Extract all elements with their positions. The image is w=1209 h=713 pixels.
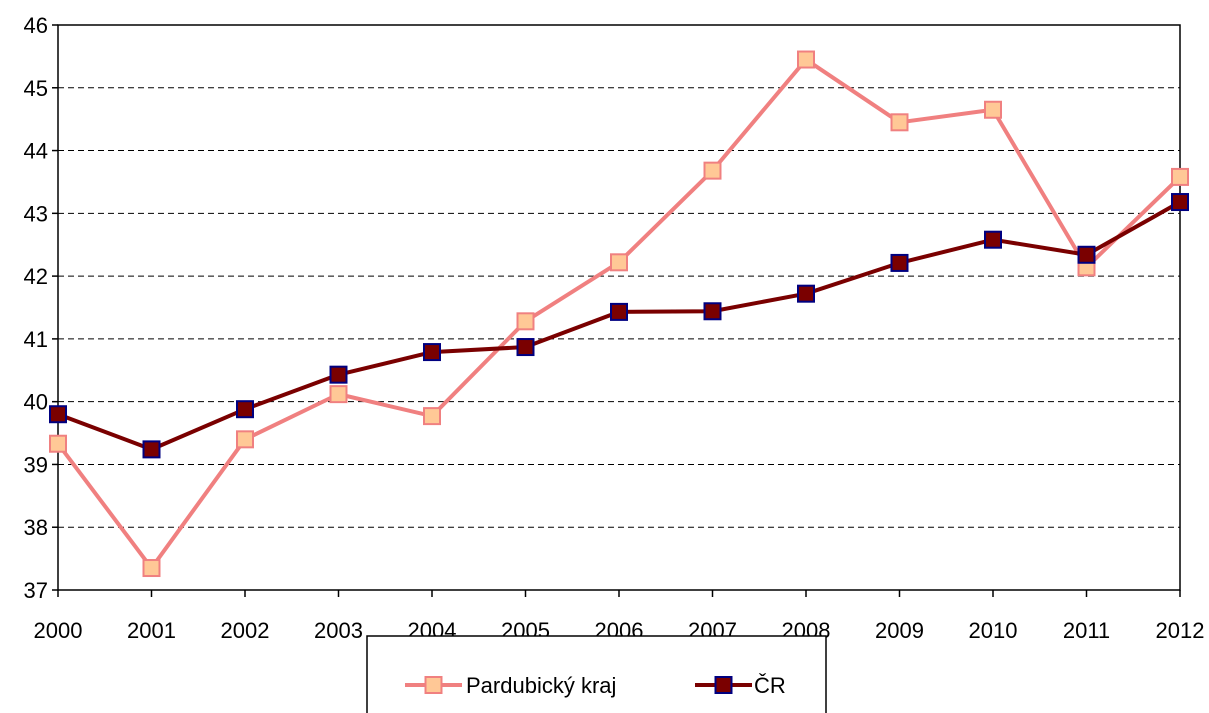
data-point-marker: [236, 400, 254, 419]
x-axis: 2000 2001 2002 2003 2004 2005 2006 2007 2008 2009…: [34, 590, 1205, 643]
data-point-marker: [984, 100, 1002, 119]
data-point-marker: [1171, 167, 1189, 186]
y-tick-label: 42: [24, 264, 48, 289]
y-axis: 37 38 39 40 41 42 43 44 45 46: [24, 13, 58, 603]
x-tick-label: 2002: [221, 618, 270, 643]
data-point-marker: [49, 434, 67, 453]
data-point-marker: [423, 343, 441, 362]
data-point-marker: [329, 385, 348, 404]
data-point-marker: [610, 302, 628, 321]
x-tick-label: 2011: [1063, 618, 1110, 643]
legend-label: Pardubický kraj: [466, 673, 616, 698]
y-tick-label: 43: [24, 201, 48, 226]
data-point-marker: [703, 302, 722, 321]
x-tick-label: 2009: [875, 618, 924, 643]
data-point-marker: [329, 365, 348, 384]
data-point-marker: [890, 253, 909, 272]
series-1: [49, 50, 1189, 578]
data-point-marker: [142, 559, 161, 578]
y-tick-label: 39: [24, 452, 48, 477]
legend-swatch-marker: [424, 676, 443, 694]
y-tick-label: 45: [24, 76, 48, 101]
legend-box: [366, 635, 827, 713]
data-point-marker: [797, 50, 815, 69]
data-point-marker: [1077, 245, 1096, 264]
series-line: [57, 200, 1181, 452]
x-tick-label: 2000: [34, 618, 83, 643]
legend-item-1: Pardubický kraj: [405, 673, 616, 698]
data-point-marker: [703, 161, 722, 180]
x-tick-label: 2010: [969, 618, 1018, 643]
legend-swatch-marker: [714, 676, 733, 694]
data-point-marker: [49, 405, 67, 424]
gridlines: [58, 87, 1180, 528]
y-tick-label: 40: [24, 390, 48, 415]
data-point-marker: [984, 230, 1002, 249]
data-point-marker: [423, 407, 441, 426]
y-tick-label: 46: [24, 13, 48, 38]
legend-item-2: ČR: [695, 673, 786, 698]
data-point-marker: [610, 253, 628, 272]
x-tick-label: 2012: [1156, 618, 1205, 643]
y-tick-label: 44: [24, 139, 48, 164]
data-point-marker: [516, 338, 535, 357]
series-2: [49, 193, 1189, 459]
x-tick-label: 2001: [127, 618, 176, 643]
data-point-marker: [236, 430, 254, 449]
legend: Pardubický kraj ČR: [366, 635, 827, 713]
legend-label: ČR: [754, 673, 786, 698]
y-tick-label: 37: [24, 578, 48, 603]
data-point-marker: [890, 113, 909, 132]
y-tick-label: 38: [24, 515, 48, 540]
data-point-marker: [516, 312, 535, 331]
data-point-marker: [142, 440, 161, 459]
data-point-marker: [1171, 193, 1189, 212]
y-tick-label: 41: [24, 327, 48, 352]
x-tick-label: 2003: [314, 618, 363, 643]
series-layer: [49, 50, 1189, 578]
data-point-marker: [797, 284, 815, 303]
